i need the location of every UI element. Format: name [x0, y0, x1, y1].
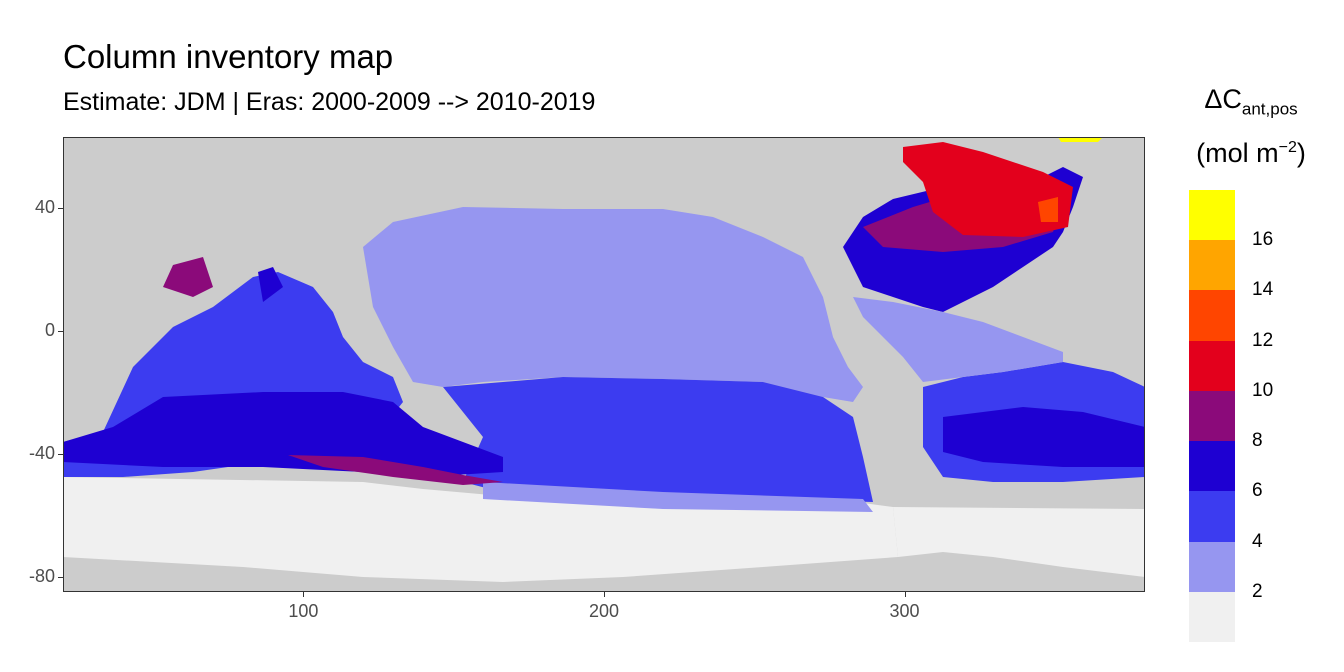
- legend-swatch: [1189, 240, 1235, 291]
- x-tick-label: 300: [889, 601, 920, 621]
- southern-ocean-atlantic: [893, 507, 1145, 577]
- north-atlantic-red-core: [903, 142, 1073, 237]
- indian-ocean-dark-band: [63, 392, 503, 477]
- legend-units-post: ): [1296, 138, 1306, 168]
- legend-label: 10: [1252, 379, 1274, 401]
- pacific-light-region: [363, 207, 863, 402]
- legend-title-main: ΔC: [1204, 84, 1242, 114]
- legend-swatch: [1189, 190, 1235, 241]
- x-tick-mark: [604, 592, 605, 597]
- legend-title: ΔCant,pos: [1176, 84, 1326, 119]
- legend-colorbar: [1189, 190, 1235, 642]
- south-atlantic-dark-band: [943, 407, 1145, 467]
- legend-title-sub: ant,pos: [1241, 99, 1298, 119]
- legend-label: 2: [1252, 580, 1263, 602]
- arabian-sea-region: [163, 257, 213, 297]
- legend-swatch: [1189, 441, 1235, 492]
- legend-units: (mol m−2): [1176, 138, 1326, 169]
- x-tick-label: 100: [288, 601, 319, 621]
- chart-title: Column inventory map: [63, 38, 394, 75]
- y-tick-label: -80: [28, 565, 55, 586]
- south-pacific-region: [443, 377, 873, 502]
- tropical-atlantic-region: [853, 297, 1063, 382]
- y-tick-mark: [58, 330, 63, 332]
- legend-swatch: [1189, 390, 1235, 442]
- legend-label: 12: [1252, 329, 1274, 351]
- y-tick-label: 0: [44, 319, 55, 340]
- arctic-yellow-patch: [1058, 137, 1103, 142]
- y-tick-mark: [58, 207, 63, 209]
- legend-label: 4: [1252, 530, 1263, 552]
- legend-label: 6: [1252, 480, 1263, 502]
- south-pacific-light-band: [483, 482, 873, 512]
- x-tick-label: 200: [588, 601, 620, 621]
- x-tick-mark: [303, 592, 305, 597]
- chart-subtitle: Estimate: JDM | Eras: 2000-2009 --> 2010…: [63, 88, 596, 116]
- legend-swatch: [1189, 541, 1235, 592]
- map-panel: [63, 137, 1145, 592]
- y-tick-mark: [58, 576, 63, 578]
- legend-swatch: [1189, 591, 1235, 642]
- legend-swatch: [1189, 491, 1235, 542]
- y-tick-mark: [58, 453, 63, 455]
- y-tick-label: -40: [28, 442, 55, 463]
- legend-label: 14: [1252, 279, 1274, 301]
- north-atlantic-orange-patch: [1038, 197, 1058, 222]
- legend-units-pre: (mol m: [1196, 138, 1279, 168]
- indian-ocean-purple-streak: [288, 455, 503, 485]
- panel-border: [63, 137, 1145, 592]
- y-tick-label: 40: [34, 196, 55, 217]
- legend-swatch: [1189, 340, 1235, 391]
- legend-label: 8: [1252, 430, 1263, 452]
- x-tick-mark: [904, 592, 906, 597]
- bay-of-bengal-region: [258, 267, 283, 302]
- legend-swatch: [1189, 290, 1235, 341]
- legend-units-sup: −2: [1278, 139, 1297, 156]
- legend-label: 16: [1252, 229, 1274, 251]
